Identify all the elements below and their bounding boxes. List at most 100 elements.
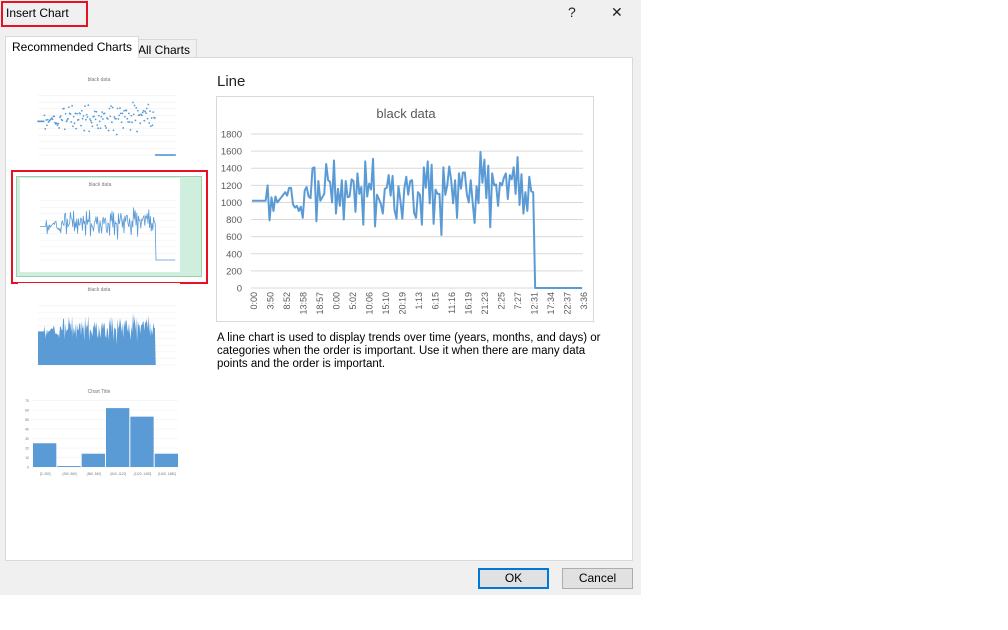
data-point [126,117,129,120]
data-point [141,114,143,117]
data-point [113,116,116,118]
data-point [104,125,107,127]
x-tick-label: 5:02 [348,292,358,310]
x-tick-label: 7:27 [513,292,523,310]
close-button[interactable]: ✕ [611,4,623,20]
data-point [119,112,122,115]
data-point [69,113,72,115]
data-point [70,121,73,123]
title-highlight [1,1,88,27]
data-point [89,118,91,120]
data-area [38,312,176,365]
thumbnail-title: black data [89,182,112,188]
data-point [55,122,58,125]
data-point [67,106,70,109]
data-point [132,113,135,116]
thumbnail-area[interactable]: black data [18,283,180,377]
y-tick-label: 1600 [221,147,242,158]
data-point [138,114,141,116]
data-point [46,118,49,121]
data-point [59,116,61,119]
data-point [151,124,154,127]
data-point [142,109,145,112]
x-tick-label: (840, 1120] [110,472,126,476]
x-tick-label: 21:23 [480,292,490,315]
data-point [132,101,134,104]
preview-line-chart: black data 0 200 400 600 800 1000 1200 1400 1600 1… [216,96,594,322]
x-tick-label: (280, 560] [62,472,76,476]
data-series-line [40,207,176,261]
data-point [94,118,97,121]
histogram-bar [33,443,57,467]
data-point [153,117,156,119]
data-point [152,111,155,113]
thumbnail-histogram[interactable]: Chart Title 0 10 20 30 40 50 60 70 [0, 280] (280, … [18,385,180,479]
data-point [56,124,59,127]
x-tick-label: 0:00 [249,292,259,310]
data-point [116,107,119,110]
histogram-bar [154,453,178,467]
data-point [119,107,121,110]
y-tick-label: 0 [27,466,29,470]
x-tick-label: 20:19 [398,292,408,315]
x-tick-label: (1400, 1680] [158,472,176,476]
data-point [54,121,56,124]
data-point [127,121,130,123]
data-point [63,107,65,110]
tab-recommended-charts[interactable]: Recommended Charts [5,36,140,58]
data-point [102,118,104,120]
data-point [123,115,126,118]
ok-button[interactable]: OK [478,568,549,589]
data-point [63,128,66,131]
data-point [79,112,82,115]
cancel-button[interactable]: Cancel [562,568,633,589]
data-point [103,112,106,115]
data-point [120,121,123,124]
data-point [111,106,114,109]
data-point [75,127,78,130]
data-point [112,129,115,132]
data-point [44,128,47,130]
x-tick-label: 6:15 [431,292,441,310]
thumbnail-line[interactable]: black data [20,178,180,272]
data-point [42,120,45,123]
data-point [72,125,74,128]
y-tick-label: 30 [25,437,29,441]
data-point [46,124,48,127]
data-point [123,109,125,112]
y-tick-label: 600 [226,232,242,243]
dialog-title: Insert Chart [6,6,69,20]
x-tick-label: 2:25 [497,292,507,310]
data-point [141,111,144,114]
chart-title: black data [376,106,436,121]
data-point [53,115,56,118]
x-tick-label: (1120, 1400] [134,472,152,476]
y-tick-label: 1800 [221,130,242,141]
data-point [146,117,149,120]
data-point [174,154,177,156]
data-point [139,122,142,125]
tab-all-charts[interactable]: All Charts [131,39,198,59]
data-point [115,117,117,120]
data-point [122,127,125,129]
data-point [128,112,130,115]
data-point [129,129,132,131]
x-tick-label: 0:00 [332,292,342,310]
data-point [145,112,147,114]
help-button[interactable]: ? [568,4,576,20]
data-point [109,115,112,118]
preview-heading: Line [217,73,246,90]
data-point [96,124,99,126]
y-tick-label: 40 [25,428,29,432]
data-point [145,107,148,110]
data-point [65,120,68,123]
thumbnail-scatter[interactable]: black data [18,73,180,167]
data-point [105,127,108,129]
data-point [72,115,75,118]
data-point [98,120,101,123]
histogram-bar [81,453,105,467]
data-point [93,115,95,118]
data-point [85,113,88,116]
data-point [125,109,128,112]
x-tick-label: 13:58 [299,292,309,315]
